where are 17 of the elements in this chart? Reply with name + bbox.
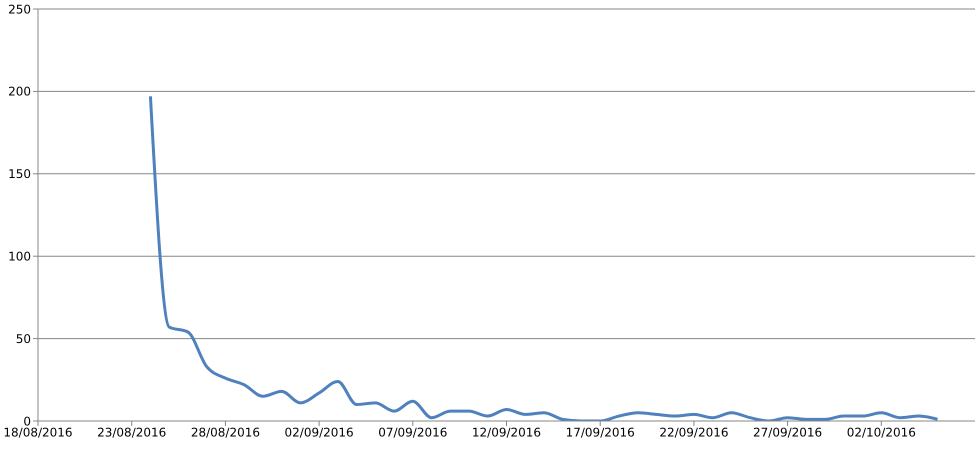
x-tick-label: 22/09/2016 <box>659 426 728 440</box>
line-series <box>148 94 940 421</box>
y-tick-label: 250 <box>8 2 31 16</box>
x-tick-label: 02/10/2016 <box>846 426 916 440</box>
y-tick-label: 150 <box>8 167 31 182</box>
x-tick-label: 07/09/2016 <box>378 426 448 440</box>
y-tick-label: 0 <box>23 414 31 428</box>
x-tick-label: 28/08/2016 <box>190 426 260 440</box>
x-tick-label: 18/08/2016 <box>3 426 73 440</box>
y-tick-label: 200 <box>8 84 31 99</box>
x-tick-label: 12/09/2016 <box>472 426 542 440</box>
y-tick-label: 50 <box>16 332 31 346</box>
x-tick-label: 27/09/2016 <box>753 426 822 440</box>
x-tick-label: 17/09/2016 <box>566 426 635 440</box>
y-tick-label: 100 <box>8 249 31 264</box>
x-tick-label: 23/08/2016 <box>97 426 166 440</box>
x-tick-label: 02/09/2016 <box>284 426 354 440</box>
